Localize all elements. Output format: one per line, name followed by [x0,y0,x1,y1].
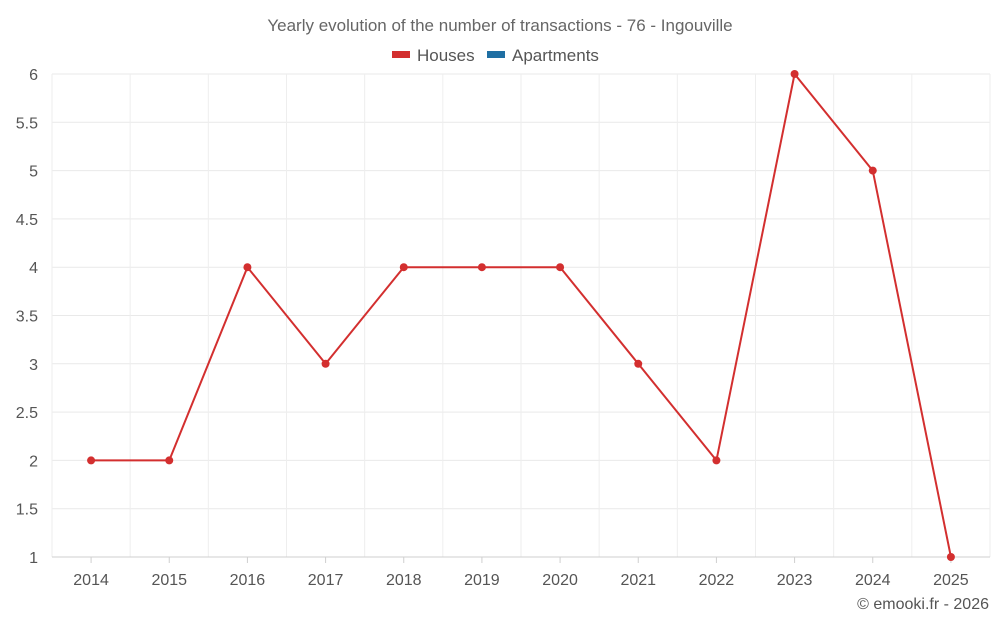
x-tick-label: 2019 [464,572,500,589]
legend-label-houses[interactable]: Houses [417,46,475,65]
houses-point[interactable] [87,456,96,465]
x-tick-label: 2021 [620,572,656,589]
houses-point[interactable] [556,263,565,272]
legend: Houses Apartments [392,46,599,65]
y-tick-label: 3 [29,357,38,374]
series-houses [87,70,955,561]
houses-point[interactable] [399,263,408,272]
x-axis-labels: 2014 2015 2016 2017 2018 2019 2020 2021 2022 2023… [73,572,969,589]
y-axis-labels: 1 1.5 2 2.5 3 3.5 4 4.5 5 5.5 6 [16,67,38,567]
x-tick-label: 2016 [230,572,266,589]
legend-label-apartments[interactable]: Apartments [512,46,599,65]
x-tick-label: 2025 [933,572,969,589]
x-tick-label: 2023 [777,572,813,589]
y-tick-label: 4.5 [16,212,38,229]
houses-point[interactable] [634,359,643,368]
houses-point[interactable] [946,553,955,561]
x-tick-label: 2024 [855,572,891,589]
houses-point[interactable] [712,456,721,465]
legend-swatch-houses[interactable] [392,51,410,58]
y-tick-label: 2.5 [16,405,38,422]
houses-point[interactable] [868,166,877,175]
y-tick-label: 3.5 [16,309,38,326]
copyright-credit: © emooki.fr - 2026 [857,596,989,613]
legend-swatch-apartments[interactable] [487,51,505,58]
x-tick-label: 2022 [699,572,735,589]
axes [52,556,990,563]
grid [51,73,991,558]
houses-point[interactable] [243,263,252,272]
houses-point[interactable] [790,70,799,78]
y-tick-label: 2 [29,453,38,470]
houses-point[interactable] [477,263,486,272]
x-tick-label: 2018 [386,572,422,589]
houses-line [91,73,952,558]
x-tick-label: 2015 [151,572,187,589]
houses-point[interactable] [321,359,330,368]
y-tick-label: 1.5 [16,502,38,519]
houses-point[interactable] [165,456,174,465]
y-tick-label: 5 [29,164,38,181]
y-tick-label: 1 [29,550,38,567]
y-tick-label: 5.5 [16,115,38,132]
y-tick-label: 6 [29,67,38,84]
x-tick-label: 2020 [542,572,578,589]
x-tick-label: 2017 [308,572,344,589]
x-tick-label: 2014 [73,572,109,589]
y-tick-label: 4 [29,260,38,277]
chart-title: Yearly evolution of the number of transa… [267,16,732,35]
